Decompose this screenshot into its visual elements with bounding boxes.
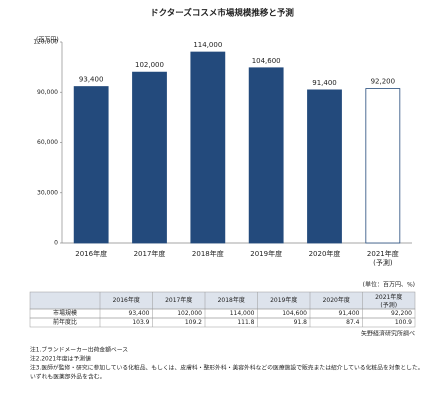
table-cell: 103.9 <box>132 319 149 326</box>
bar <box>190 51 226 244</box>
bar <box>365 88 401 244</box>
table-row <box>29 317 416 328</box>
bar <box>307 89 342 244</box>
table-header: 2016年度 <box>113 296 140 304</box>
x-tick-label: 2017年度 <box>134 249 166 258</box>
bar <box>73 86 109 244</box>
table-cell: 102,000 <box>177 310 202 317</box>
source: 矢野経済研究所調べ <box>361 330 415 338</box>
table-row-label: 前年度比 <box>53 318 77 326</box>
note: 注3.医師が監修・研究に参加している化粧品、もしくは、皮膚科・整形外科・美容外科… <box>30 364 424 372</box>
y-tick-label: 0 <box>54 240 58 247</box>
table-cell: 111.8 <box>237 319 254 326</box>
value-label: 92,200 <box>371 78 396 86</box>
table-cell: 109.2 <box>185 319 202 326</box>
table-header: 2017年度 <box>165 296 192 304</box>
table-header: 2018年度 <box>218 296 245 304</box>
value-label: 102,000 <box>135 61 164 69</box>
note: 注1.ブランドメーカー出荷金額ベース <box>30 346 128 354</box>
value-label: 104,600 <box>252 57 281 65</box>
y-tick-label: 60,000 <box>37 139 58 146</box>
note: いずれも医薬部外品を含む。 <box>30 373 105 381</box>
y-tick-label: 90,000 <box>37 89 58 96</box>
y-unit: (百万円) <box>36 37 59 44</box>
x-tick-label: 2018年度 <box>192 249 224 258</box>
value-label: 91,400 <box>312 79 337 87</box>
y-tick-label: 30,000 <box>37 189 58 196</box>
value-label: 114,000 <box>193 41 222 49</box>
table-header: 2021年度(予測) <box>375 293 402 309</box>
table-header: 2019年度 <box>270 296 297 304</box>
chart-title: ドクターズコスメ市場規模推移と予測 <box>150 8 294 19</box>
x-tick-label: 2021年度(予測) <box>367 249 399 267</box>
table-cell: 92,200 <box>391 310 412 317</box>
bar <box>132 71 167 244</box>
note: 注2.2021年度は予測値 <box>30 355 91 363</box>
x-tick-label: 2020年度 <box>309 249 341 258</box>
bar <box>248 67 284 244</box>
table-cell: 87.4 <box>346 319 360 326</box>
table-row-label: 市場規模 <box>53 309 77 317</box>
table-cell: 114,000 <box>230 310 255 317</box>
x-tick-label: 2019年度 <box>250 249 282 258</box>
table-cell: 104,600 <box>282 310 307 317</box>
table-header: 2020年度 <box>323 296 350 304</box>
x-tick-label: 2016年度 <box>75 249 107 258</box>
table-cell: 91.8 <box>294 319 308 326</box>
table-unit: (単位：百万円、%) <box>363 281 415 289</box>
value-label: 93,400 <box>79 76 104 84</box>
table-cell: 93,400 <box>129 310 150 317</box>
y-tick-label: 120,000 <box>33 39 58 46</box>
table-cell: 91,400 <box>339 310 360 317</box>
table-cell: 100.9 <box>395 319 412 326</box>
